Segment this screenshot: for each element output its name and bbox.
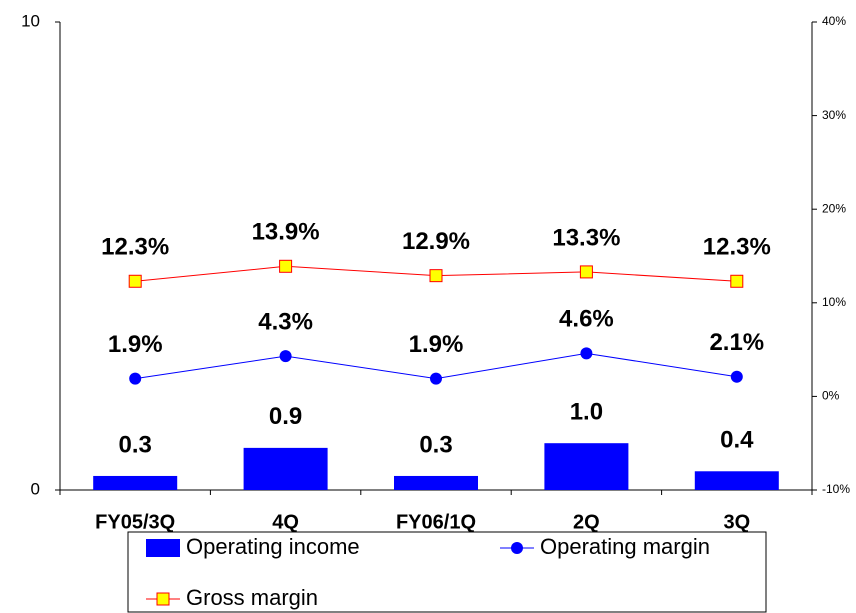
x-tick-label: 3Q [723,511,750,533]
marker [279,259,293,273]
data-label: 1.9% [108,331,163,358]
y-tick-label: 10 [21,11,40,30]
marker [279,350,292,363]
data-label: 12.3% [101,234,169,261]
legend-swatch [146,539,180,557]
y-tick-label: 0 [31,479,40,498]
y2-tick-label: -10% [822,482,850,496]
marker [129,372,142,385]
bar [694,471,779,490]
legend-marker [511,542,523,554]
y2-tick-label: 20% [822,201,846,215]
marker [430,372,442,385]
x-tick-label: 2Q [573,511,600,533]
data-label: 0.4 [720,427,754,454]
marker [429,269,443,283]
data-label: 4.3% [258,308,313,335]
marker [730,274,744,288]
data-label: 1.9% [409,331,464,358]
data-label: 0.3 [419,431,452,458]
legend-label: Gross margin [186,585,318,610]
y2-tick-label: 40% [822,14,846,28]
bar [544,443,629,490]
x-tick-label: 4Q [272,511,299,533]
y2-tick-label: 10% [822,295,846,309]
data-label: 12.9% [402,228,470,255]
y2-tick-label: 30% [822,108,846,122]
data-label: 13.9% [252,219,320,246]
data-label: 12.3% [703,234,771,261]
data-label: 13.3% [552,224,620,251]
x-tick-label: FY05/3Q [95,511,175,533]
marker [730,370,743,383]
legend-label: Operating margin [540,534,710,559]
x-tick-label: FY06/1Q [396,511,476,533]
legend-box [127,531,767,613]
marker [128,274,142,288]
data-label: 0.3 [119,431,152,458]
data-label: 1.0 [570,399,603,426]
bar [93,475,178,490]
bar [394,475,478,490]
legend-label: Operating income [186,534,360,559]
legend-marker [156,592,170,606]
data-label: 0.9 [269,403,302,430]
data-label: 2.1% [709,329,764,356]
marker [579,265,593,279]
y2-tick-label: 0% [822,389,840,403]
bar [243,447,328,490]
data-label: 4.6% [559,306,614,333]
marker [580,347,593,360]
